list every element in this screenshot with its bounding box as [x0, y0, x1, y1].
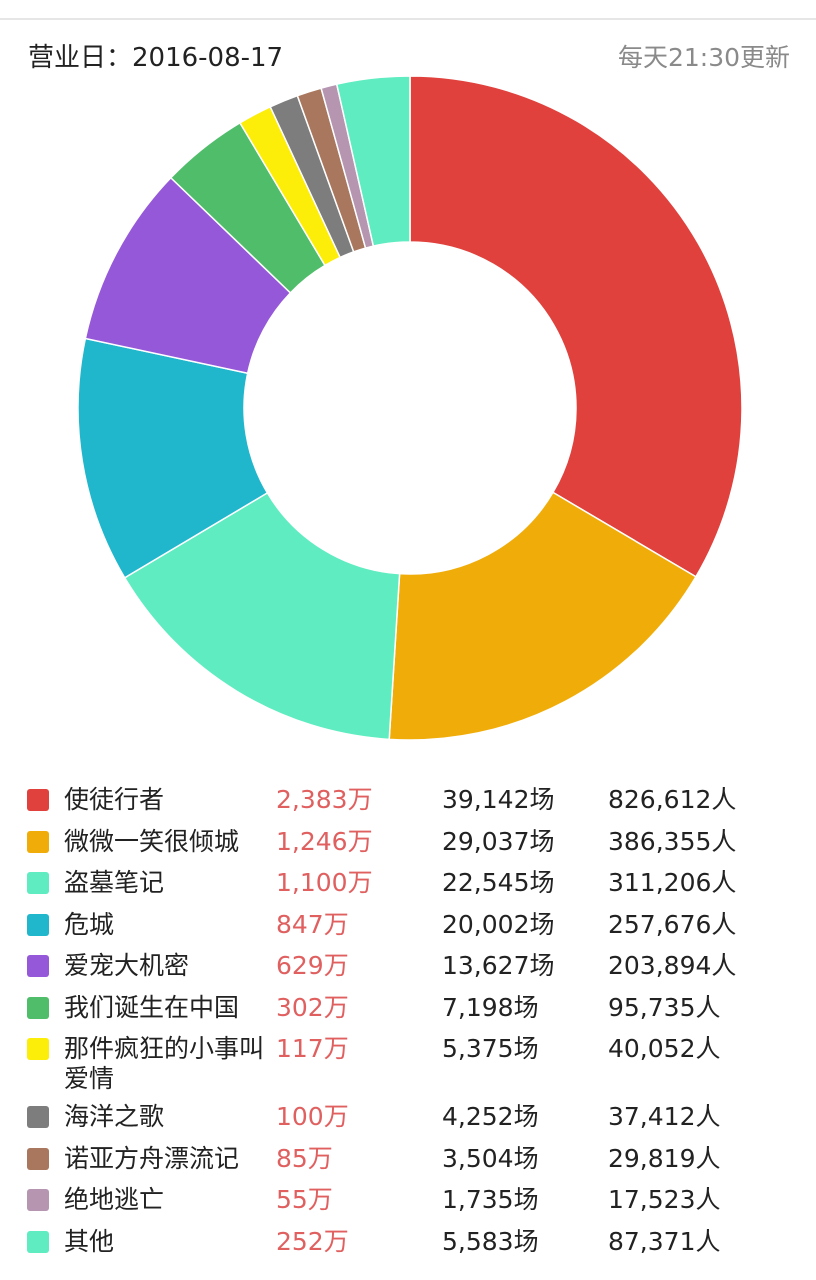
box-office-gross: 252万: [276, 1226, 349, 1256]
show-count: 39,142场: [442, 785, 555, 814]
show-count: 1,735场: [442, 1185, 539, 1214]
legend-swatch: [27, 996, 49, 1019]
business-date: 营业日：2016-08-17: [28, 43, 284, 73]
legend-row: 使徒行者 2,383万 39,142场 826,612人: [0, 780, 816, 822]
viewer-count: 311,206人: [608, 868, 737, 897]
show-count: 29,037场: [442, 826, 555, 856]
legend-row: 爱宠大机密 629万 13,627场 203,894人: [0, 946, 816, 988]
movie-name: 使徒行者: [64, 785, 165, 814]
legend-row: 其他 252万 5,583场 87,371人: [0, 1222, 816, 1264]
legend-row: 微微一笑很倾城 1,246万 29,037场 386,355人: [0, 822, 816, 864]
viewer-count: 95,735人: [608, 992, 721, 1022]
top-divider: [0, 18, 816, 20]
donut-slice: [388, 491, 697, 741]
viewer-count: 29,819人: [608, 1143, 721, 1173]
movie-name: 诺亚方舟漂流记: [64, 1143, 240, 1173]
box-office-gross: 2,383万: [276, 785, 373, 814]
viewer-count: 203,894人: [608, 951, 737, 980]
donut-slice: [335, 75, 411, 247]
box-office-gross: 1,246万: [276, 826, 373, 856]
viewer-count: 87,371人: [608, 1226, 721, 1256]
viewer-count: 386,355人: [608, 826, 737, 856]
legend-row: 我们诞生在中国 302万 7,198场 95,735人: [0, 988, 816, 1030]
donut-chart: [60, 68, 760, 748]
show-count: 4,252场: [442, 1102, 539, 1131]
legend-swatch: [27, 830, 49, 853]
legend-swatch: [27, 1189, 49, 1211]
movie-name: 爱宠大机密: [64, 951, 190, 980]
update-note: 每天21:30更新: [617, 43, 790, 72]
box-office-gross: 85万: [276, 1143, 333, 1173]
box-office-gross: 100万: [276, 1102, 349, 1131]
show-count: 22,545场: [442, 868, 555, 897]
legend-swatch: [27, 1038, 49, 1060]
legend-swatch: [27, 1147, 49, 1170]
legend-swatch: [27, 1106, 49, 1128]
donut-slice: [77, 337, 269, 579]
header: 营业日：2016-08-17 每天21:30更新: [0, 38, 816, 82]
show-count: 5,583场: [442, 1226, 539, 1256]
legend-row: 盗墓笔记 1,100万 22,545场 311,206人: [0, 863, 816, 905]
legend-row: 危城 847万 20,002场 257,676人: [0, 905, 816, 947]
viewer-count: 826,612人: [608, 785, 737, 814]
movie-name: 危城: [64, 909, 115, 939]
legend-swatch: [27, 789, 49, 811]
box-office-gross: 1,100万: [276, 868, 373, 897]
movie-name: 那件疯狂的小事叫爱情: [64, 1034, 265, 1093]
box-office-gross: 302万: [276, 992, 349, 1022]
box-office-gross: 629万: [276, 951, 349, 980]
movie-name: 绝地逃亡: [64, 1185, 165, 1214]
legend-swatch: [27, 955, 49, 977]
legend-table: 使徒行者 2,383万 39,142场 826,612人微微一笑很倾城 1,246万 29…: [0, 780, 816, 1263]
show-count: 5,375场: [442, 1034, 539, 1063]
show-count: 20,002场: [442, 909, 555, 939]
box-office-gross: 117万: [276, 1034, 349, 1063]
show-count: 7,198场: [442, 992, 539, 1022]
legend-row: 海洋之歌 100万 4,252场 37,412人: [0, 1097, 816, 1139]
show-count: 3,504场: [442, 1143, 539, 1173]
movie-name: 微微一笑很倾城: [64, 826, 240, 856]
viewer-count: 37,412人: [608, 1102, 721, 1131]
legend-swatch: [27, 1230, 49, 1253]
legend-row: 绝地逃亡 55万 1,735场 17,523人: [0, 1180, 816, 1222]
movie-name: 我们诞生在中国: [64, 992, 240, 1022]
movie-name: 海洋之歌: [64, 1102, 165, 1131]
donut-slice: [123, 491, 401, 741]
viewer-count: 40,052人: [608, 1034, 721, 1063]
viewer-count: 257,676人: [608, 909, 737, 939]
box-office-gross: 847万: [276, 909, 349, 939]
movie-name: 盗墓笔记: [64, 868, 165, 897]
legend-swatch: [27, 913, 49, 936]
donut-slice: [409, 75, 743, 578]
donut-chart-svg: [77, 75, 743, 741]
show-count: 13,627场: [442, 951, 555, 980]
legend-row: 诺亚方舟漂流记 85万 3,504场 29,819人: [0, 1139, 816, 1181]
box-office-gross: 55万: [276, 1185, 333, 1214]
legend-row: 那件疯狂的小事叫爱情 117万 5,375场 40,052人: [0, 1029, 816, 1097]
viewer-count: 17,523人: [608, 1185, 721, 1214]
legend-swatch: [27, 872, 49, 894]
movie-name: 其他: [64, 1226, 115, 1256]
